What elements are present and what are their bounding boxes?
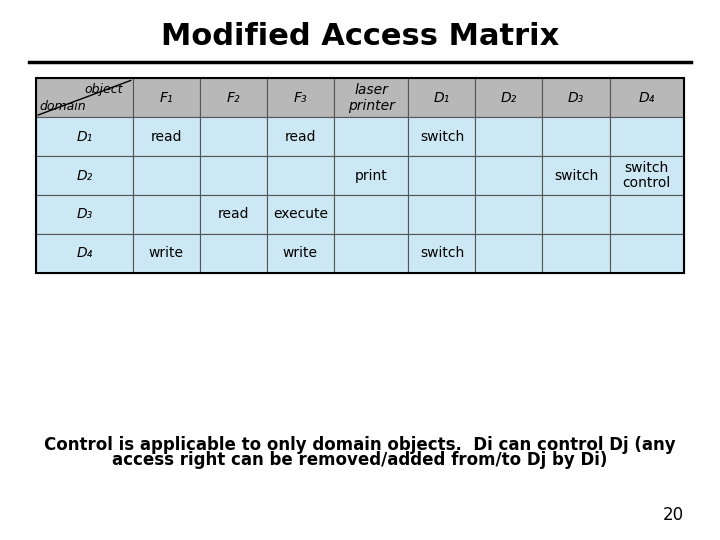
Bar	[542, 195, 610, 234]
Bar	[610, 156, 684, 195]
Bar	[132, 195, 200, 234]
Bar	[475, 234, 542, 273]
Text: Control is applicable to only domain objects.  Di can control Dj (any: Control is applicable to only domain obj…	[44, 436, 676, 455]
Text: D₂: D₂	[501, 91, 517, 105]
Bar	[267, 234, 334, 273]
Bar	[475, 195, 542, 234]
Bar	[408, 78, 475, 117]
Text: write: write	[149, 246, 184, 260]
Bar	[200, 195, 267, 234]
Text: read: read	[284, 130, 316, 144]
Bar	[132, 117, 200, 156]
Bar	[132, 78, 200, 117]
Bar	[542, 156, 610, 195]
Text: print: print	[355, 168, 387, 183]
Bar	[36, 195, 132, 234]
Text: switch
control: switch control	[623, 161, 671, 190]
Bar	[200, 78, 267, 117]
Text: execute: execute	[273, 207, 328, 221]
Text: switch: switch	[554, 168, 598, 183]
Text: 20: 20	[663, 506, 684, 524]
Bar	[475, 78, 542, 117]
Bar	[408, 195, 475, 234]
Bar	[267, 195, 334, 234]
Bar	[408, 117, 475, 156]
Bar	[334, 156, 408, 195]
Text: write: write	[283, 246, 318, 260]
Bar	[542, 78, 610, 117]
Bar	[610, 195, 684, 234]
Text: domain: domain	[40, 100, 86, 113]
Bar	[200, 117, 267, 156]
Bar	[267, 78, 334, 117]
Bar	[200, 156, 267, 195]
Bar	[36, 78, 132, 117]
Text: D₁: D₁	[434, 91, 450, 105]
Text: read: read	[217, 207, 249, 221]
Text: D₁: D₁	[76, 130, 93, 144]
Text: access right can be removed/added from/to Dj by Di): access right can be removed/added from/t…	[112, 451, 608, 469]
Bar	[334, 195, 408, 234]
Text: switch: switch	[420, 246, 464, 260]
Bar	[36, 234, 132, 273]
Bar	[132, 156, 200, 195]
Text: D₄: D₄	[76, 246, 93, 260]
Bar	[610, 78, 684, 117]
Bar	[610, 117, 684, 156]
Text: object: object	[84, 83, 123, 96]
Bar	[610, 234, 684, 273]
Text: F₃: F₃	[294, 91, 307, 105]
Bar	[200, 234, 267, 273]
Bar	[542, 234, 610, 273]
Bar	[334, 234, 408, 273]
Bar	[36, 156, 132, 195]
Bar	[334, 117, 408, 156]
Bar	[542, 117, 610, 156]
Bar	[408, 234, 475, 273]
Text: D₂: D₂	[76, 168, 93, 183]
Text: D₃: D₃	[568, 91, 584, 105]
Text: read: read	[150, 130, 182, 144]
Bar	[267, 156, 334, 195]
Text: D₄: D₄	[639, 91, 655, 105]
Bar	[475, 156, 542, 195]
Bar	[267, 117, 334, 156]
Text: F₂: F₂	[227, 91, 240, 105]
Bar	[132, 234, 200, 273]
Text: Modified Access Matrix: Modified Access Matrix	[161, 22, 559, 51]
Bar	[36, 78, 684, 273]
Text: switch: switch	[420, 130, 464, 144]
Text: laser
printer: laser printer	[348, 83, 395, 113]
Bar	[408, 156, 475, 195]
Text: D₃: D₃	[76, 207, 93, 221]
Bar	[334, 78, 408, 117]
Text: F₁: F₁	[160, 91, 173, 105]
Bar	[475, 117, 542, 156]
Bar	[36, 117, 132, 156]
